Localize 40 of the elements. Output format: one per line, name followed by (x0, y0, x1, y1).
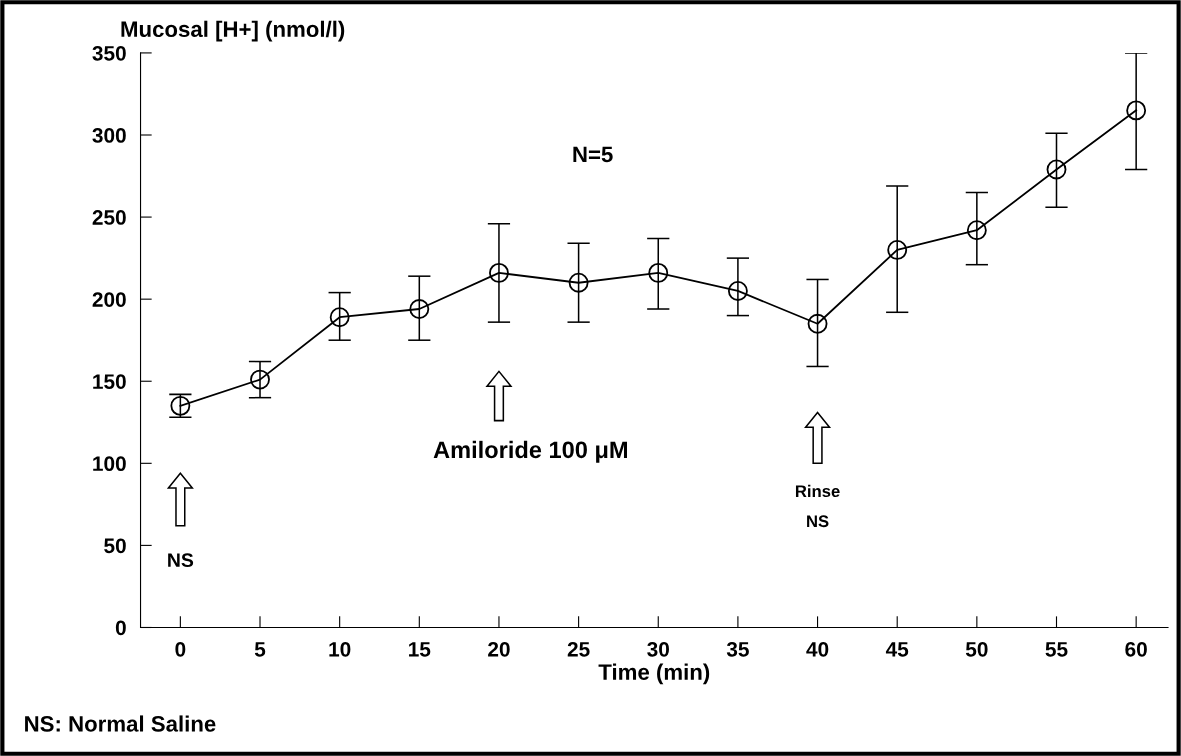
point (1046, 159, 1067, 180)
x-tick-label: 60 (1125, 641, 1147, 657)
x-tick-label: 30 (647, 641, 669, 657)
point (887, 239, 908, 260)
x-tick-label: 0 (175, 641, 186, 657)
point (409, 299, 430, 319)
x-tick-label: 45 (885, 642, 909, 657)
x-tick-label: 25 (567, 641, 590, 657)
y-tick-label: 150 (93, 374, 126, 389)
y-tick-label: 100 (93, 456, 126, 472)
point (568, 272, 589, 293)
point (250, 369, 270, 390)
y-tick-label: 300 (92, 128, 126, 143)
point (727, 281, 748, 301)
y-tick-label: 350 (92, 45, 126, 61)
y-axis-title: Mucosal [H+] (nmol/l) (121, 20, 345, 42)
x-tick-label: 15 (409, 642, 431, 657)
point (807, 313, 828, 334)
annotation: Amiloride 100 μM (433, 440, 627, 463)
point (966, 220, 987, 241)
annotation: NS (168, 553, 194, 568)
point (1126, 100, 1147, 121)
x-tick-label: 5 (254, 642, 266, 657)
x-tick-label: 20 (488, 641, 510, 657)
x-tick-label: 10 (329, 641, 351, 657)
point (489, 262, 509, 283)
point (648, 262, 669, 283)
y-tick-label: 250 (92, 210, 126, 225)
annotation: N=5 (573, 146, 613, 163)
x-axis-title: Time (min) (598, 663, 710, 685)
x-tick-label: 35 (726, 641, 749, 657)
x-tick-label: 50 (965, 641, 988, 657)
annotation: Rinse NS (795, 484, 840, 528)
x-tick-label: 55 (1045, 642, 1068, 657)
y-tick-label: 50 (104, 538, 126, 554)
text: NS: Normal Saline (25, 715, 216, 732)
x-tick-label: 40 (806, 641, 829, 657)
point (329, 307, 350, 328)
y-tick-label: 0 (115, 620, 126, 636)
y-tick-label: 200 (92, 292, 126, 307)
